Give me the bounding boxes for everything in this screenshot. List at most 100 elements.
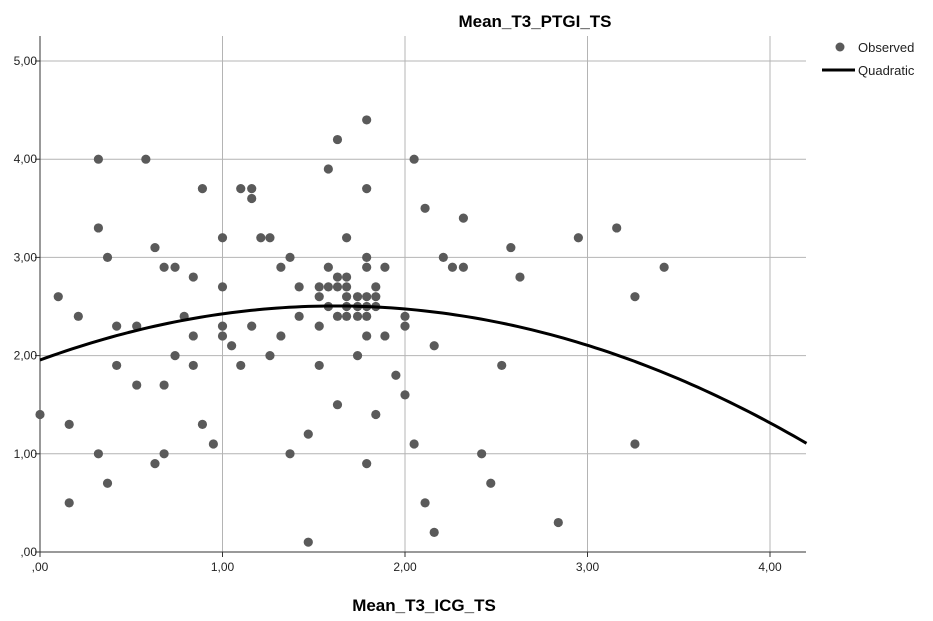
observed-point xyxy=(217,321,228,331)
observed-point xyxy=(409,439,419,449)
observed-point xyxy=(342,311,352,321)
observed-point xyxy=(64,419,74,429)
observed-point xyxy=(420,203,430,213)
observed-point xyxy=(188,272,198,282)
observed-point xyxy=(352,351,363,361)
observed-point xyxy=(35,409,45,420)
observed-point xyxy=(170,262,180,272)
observed-point xyxy=(458,213,468,223)
observed-point xyxy=(217,331,228,341)
observed-point xyxy=(380,262,390,272)
observed-point xyxy=(102,478,113,488)
observed-point xyxy=(188,331,198,341)
observed-point xyxy=(265,233,275,243)
tick-labels: ,00 1,00 2,00 3,00 4,00 ,00 1,00 2,00 3,00 4,00 5,… xyxy=(14,54,782,574)
observed-point xyxy=(276,331,286,341)
observed-point xyxy=(132,380,142,390)
observed-point xyxy=(362,184,372,194)
x-tick-label: 2,00 xyxy=(393,560,417,574)
observed-point xyxy=(429,341,439,351)
observed-point xyxy=(400,321,410,331)
y-tick-label: 4,00 xyxy=(14,152,38,166)
grid-lines xyxy=(40,36,806,552)
observed-point xyxy=(159,262,169,272)
observed-point xyxy=(362,311,372,321)
observed-point xyxy=(371,409,381,420)
observed-point xyxy=(362,331,372,341)
observed-point xyxy=(362,252,372,262)
observed-point xyxy=(112,360,122,371)
quadratic-fit-line xyxy=(39,304,808,445)
y-tick-label: ,00 xyxy=(20,545,37,559)
x-tick-label: 3,00 xyxy=(576,560,600,574)
observed-point xyxy=(420,498,430,508)
y-tick-label: 1,00 xyxy=(14,447,38,461)
observed-point xyxy=(400,390,410,400)
observed-point xyxy=(112,321,122,331)
observed-point xyxy=(362,459,372,469)
observed-point xyxy=(362,262,372,272)
observed-point xyxy=(64,498,74,508)
observed-point xyxy=(553,517,563,528)
observed-point xyxy=(380,331,390,341)
legend-observed-label: Observed xyxy=(858,40,914,55)
quadratic-fit xyxy=(39,304,808,445)
observed-point xyxy=(323,262,333,272)
legend-quadratic-label: Quadratic xyxy=(858,63,915,78)
legend: Observed Quadratic xyxy=(822,40,915,78)
observed-point xyxy=(486,478,496,488)
observed-point xyxy=(285,449,295,459)
observed-point xyxy=(294,311,304,321)
observed-point xyxy=(342,233,352,243)
observed-point xyxy=(506,242,516,253)
observed-point xyxy=(362,115,372,125)
observed-point xyxy=(256,233,266,243)
observed-point xyxy=(188,360,198,371)
observed-point xyxy=(630,439,640,449)
observed-point xyxy=(573,233,583,243)
observed-point xyxy=(93,223,103,233)
observed-point xyxy=(247,321,257,331)
chart-title: Mean_T3_PTGI_TS xyxy=(458,12,611,31)
observed-point xyxy=(102,252,113,262)
observed-point xyxy=(371,282,381,292)
observed-point xyxy=(458,262,468,272)
observed-point xyxy=(314,282,324,292)
observed-point xyxy=(150,242,160,253)
observed-point xyxy=(303,429,313,439)
observed-point xyxy=(332,134,343,145)
observed-point xyxy=(342,272,352,282)
observed-point xyxy=(53,292,63,302)
observed-point xyxy=(208,439,218,449)
observed-point xyxy=(323,164,333,174)
observed-point xyxy=(170,351,180,361)
observed-point xyxy=(314,360,324,371)
observed-points xyxy=(35,115,669,547)
observed-point xyxy=(197,184,208,194)
observed-point xyxy=(93,449,103,459)
observed-point xyxy=(247,193,257,204)
observed-point xyxy=(342,282,352,292)
observed-point xyxy=(276,262,286,272)
observed-point xyxy=(159,380,169,390)
observed-point xyxy=(197,419,208,429)
observed-point xyxy=(93,154,103,164)
observed-point xyxy=(247,184,257,194)
observed-point xyxy=(429,527,439,537)
x-tick-label: 1,00 xyxy=(211,560,235,574)
observed-point xyxy=(314,292,324,302)
observed-point xyxy=(342,292,352,302)
observed-point xyxy=(265,351,275,361)
observed-point xyxy=(314,321,324,331)
observed-point xyxy=(447,262,458,272)
observed-point xyxy=(477,449,487,459)
observed-point xyxy=(285,252,295,262)
observed-point xyxy=(217,282,228,292)
observed-point xyxy=(409,154,419,164)
observed-point xyxy=(438,252,448,262)
axes xyxy=(35,36,806,557)
observed-point xyxy=(323,282,333,292)
observed-point xyxy=(332,311,343,321)
observed-point xyxy=(659,262,669,272)
